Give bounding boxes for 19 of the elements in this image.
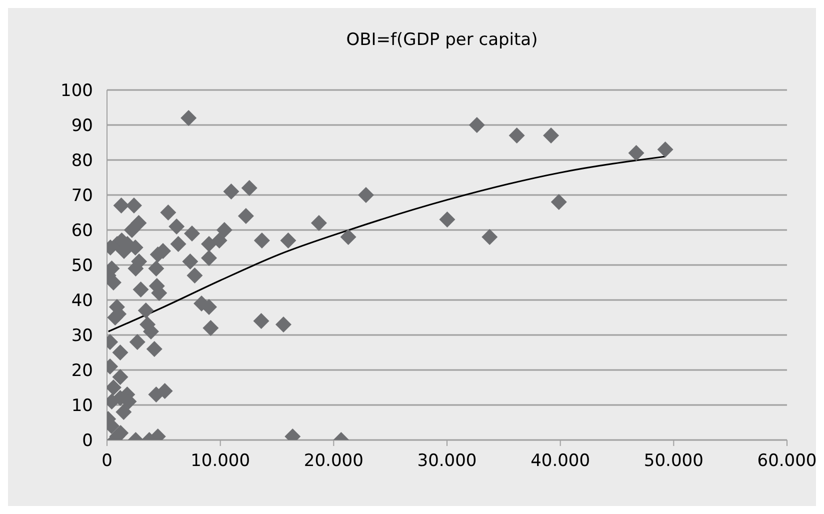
- y-tick-label: 10: [71, 396, 93, 416]
- x-tick-label: 20.000: [304, 451, 364, 472]
- y-tick-label: 30: [71, 326, 93, 346]
- y-tick-label: 100: [60, 81, 93, 102]
- y-tick-label: 20: [71, 361, 93, 382]
- y-tick-label: 70: [71, 186, 93, 206]
- x-tick-label: 10.000: [190, 451, 250, 472]
- y-tick-label: 80: [71, 151, 93, 172]
- y-tick-label: 0: [82, 431, 93, 452]
- y-tick-label: 60: [71, 221, 93, 242]
- x-tick-label: 60.000: [757, 451, 817, 472]
- x-tick-label: 0: [102, 451, 112, 472]
- y-tick-label: 50: [71, 256, 93, 276]
- x-tick-label: 40.000: [530, 451, 590, 472]
- x-tick-label: 50.000: [644, 451, 704, 472]
- x-tick-label: 30.000: [417, 451, 477, 472]
- y-tick-label: 90: [71, 116, 93, 136]
- y-tick-label: 40: [71, 291, 93, 312]
- chart-title: OBI=f(GDP per capita): [345, 30, 539, 50]
